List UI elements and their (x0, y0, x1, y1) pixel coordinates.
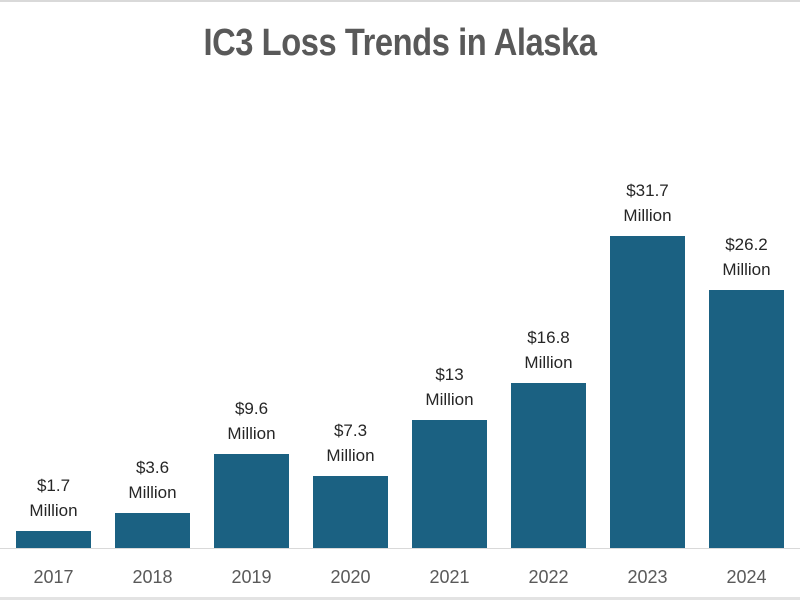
data-label-value: $31.7 (626, 181, 669, 201)
x-tick-label: 2019 (231, 567, 272, 587)
bar-2018 (115, 512, 190, 548)
bar-2024 (709, 290, 784, 548)
x-axis-line (0, 548, 800, 549)
x-tick-label: 2017 (33, 567, 74, 587)
data-label-value: $13 (435, 365, 464, 385)
data-label-value: $3.6 (135, 457, 170, 477)
data-label-2017: $1.7 Million (0, 473, 114, 523)
x-tick-label: 2023 (627, 567, 668, 587)
data-label-value: $1.7 (36, 476, 71, 496)
data-label-2022: $16.8 Million (489, 325, 609, 375)
data-label-2021: $13 Million (390, 362, 510, 412)
data-label-unit: Million (524, 352, 573, 372)
x-tick-label: 2022 (528, 567, 569, 587)
data-label-unit: Million (623, 206, 672, 226)
data-label-unit: Million (227, 423, 276, 443)
data-label-2020: $7.3 Million (291, 418, 411, 468)
chart-title: IC3 Loss Trends in Alaska (203, 22, 597, 64)
bar-2017 (16, 531, 91, 548)
data-label-2024: $26.2 Million (687, 232, 800, 282)
x-tick-label: 2018 (132, 567, 173, 587)
bottom-border (0, 597, 800, 600)
bar-2019 (214, 453, 289, 548)
bar-2023 (610, 236, 685, 548)
bar-2022 (511, 382, 586, 548)
data-label-value: $26.2 (725, 235, 768, 255)
x-tick-label: 2021 (429, 567, 470, 587)
data-label-unit: Million (425, 390, 474, 410)
x-tick-label: 2024 (726, 567, 767, 587)
data-label-unit: Million (722, 260, 771, 280)
x-tick-label: 2020 (330, 567, 371, 587)
data-label-unit: Million (29, 501, 78, 521)
data-label-2023: $31.7 Million (588, 178, 708, 228)
data-label-unit: Million (326, 446, 375, 466)
data-label-2018: $3.6 Million (93, 455, 213, 505)
data-label-value: $9.6 (234, 398, 269, 418)
data-label-value: $7.3 (333, 421, 368, 441)
bar-2020 (313, 476, 388, 548)
data-label-2019: $9.6 Million (192, 396, 312, 446)
data-label-unit: Million (128, 482, 177, 502)
top-border (0, 0, 800, 2)
data-label-value: $16.8 (527, 327, 570, 347)
bar-2021 (412, 420, 487, 548)
